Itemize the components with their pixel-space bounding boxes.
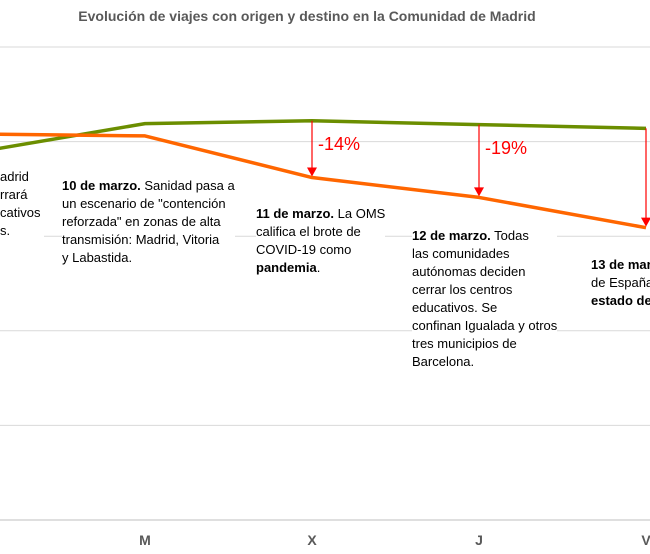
note-line: adrid — [0, 169, 29, 184]
note-text: Sanidad pasa a — [140, 178, 235, 193]
change-label: -14% — [318, 133, 361, 154]
note-line: y Labastida. — [62, 250, 133, 265]
arrow-head — [307, 167, 317, 177]
note-date: 13 de mar — [591, 257, 650, 272]
note-line: califica el brote de — [256, 224, 361, 239]
note-line: COVID-19 como — [256, 242, 352, 257]
change-label: -19% — [485, 137, 528, 158]
note-text: Todas — [490, 228, 529, 243]
note-left-partial: adrid rrará cativos s. — [0, 168, 45, 240]
note-bold: estado de — [591, 293, 650, 308]
note-bold: pandemia — [256, 260, 317, 275]
note-line: confinan Igualada y otros — [412, 318, 558, 333]
note-line: tres municipios de — [412, 336, 517, 351]
note-line: autónomas deciden — [412, 264, 526, 279]
note-text: . — [316, 260, 321, 275]
x-tick-label: J — [475, 532, 483, 548]
note-date: 11 de marzo. — [256, 206, 335, 221]
note-line: cativos — [0, 205, 41, 220]
note-11-marzo: 11 de marzo. La OMS califica el brote de… — [256, 205, 386, 277]
x-tick-label: X — [307, 532, 317, 548]
note-10-marzo: 10 de marzo. Sanidad pasa a un escenario… — [62, 177, 235, 267]
note-12-marzo: 12 de marzo. Todas las comunidades autón… — [412, 227, 558, 375]
x-tick-label: V — [641, 532, 650, 548]
chart-title: Evolución de viajes con origen y destino… — [78, 8, 536, 24]
arrow-head — [641, 217, 650, 227]
note-line: de España — [591, 275, 650, 290]
note-text: La OMS — [334, 206, 386, 221]
note-date: 12 de marzo. — [412, 228, 491, 243]
note-line: Barcelona. — [412, 354, 475, 369]
note-line: las comunidades — [412, 246, 510, 261]
note-13-marzo-partial: 13 de mar de España estado de — [578, 238, 650, 330]
note-line: rrará — [0, 187, 28, 202]
note-line: un escenario de "contención — [62, 196, 226, 211]
series-line-1 — [0, 132, 647, 230]
note-line: reforzada" en zonas de alta — [62, 214, 221, 229]
note-line: s. — [0, 223, 11, 238]
note-line: transmisión: Madrid, Vitoria — [62, 232, 220, 247]
note-line: educativos. Se — [412, 300, 498, 315]
arrow-head — [474, 187, 484, 197]
note-line: cerrar los centros — [412, 282, 513, 297]
note-date: 10 de marzo. — [62, 178, 141, 193]
x-tick-label: M — [139, 532, 151, 548]
